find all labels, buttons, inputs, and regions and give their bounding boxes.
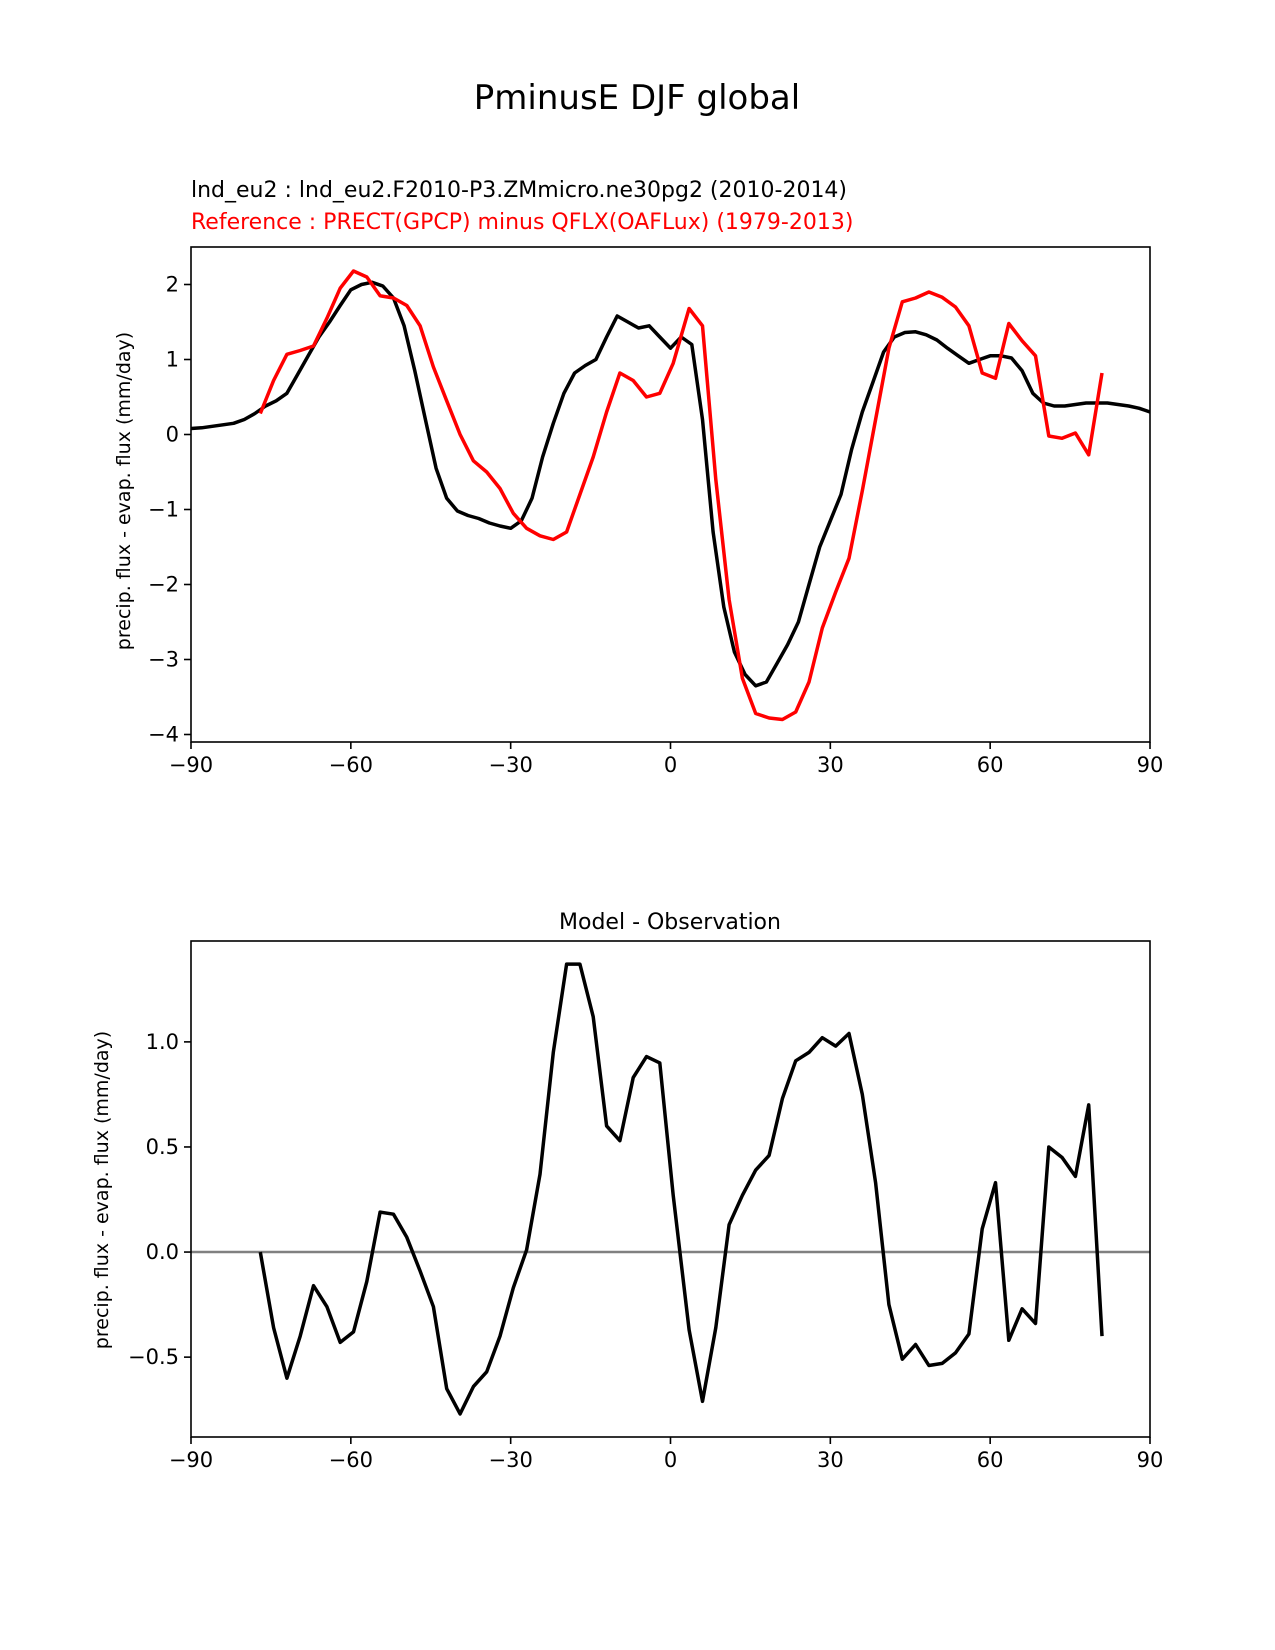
top-series-line-lnd-eu2 — [190, 280, 1151, 688]
bottom-x-tick-label: 90 — [1137, 1448, 1164, 1472]
bottom-panel: Model - Observation precip. flux - evap.… — [91, 910, 1163, 1472]
top-series-line-reference — [258, 269, 1104, 722]
top-y-tick-label: −1 — [148, 498, 179, 522]
top-x-tick-label: −90 — [169, 753, 213, 777]
top-x-tick-label: −30 — [489, 753, 533, 777]
figure-title: PminusE DJF global — [474, 78, 800, 118]
top-x-tick-label: 30 — [817, 753, 844, 777]
top-y-tick-label: 1 — [166, 348, 179, 372]
bottom-panel-frame — [190, 940, 1151, 1438]
top-panel-frame — [190, 246, 1151, 743]
top-x-tick-label: 90 — [1137, 753, 1164, 777]
bottom-x-tick-label: −90 — [169, 1448, 213, 1472]
bottom-y-tick-label: −0.5 — [128, 1345, 179, 1369]
bottom-plot-area: −90 −60 −30 0 30 60 90 −0.5 0.0 0.5 1.0 — [128, 962, 1164, 1472]
top-y-tick-label: 2 — [166, 273, 179, 297]
top-y-tick-label: −2 — [148, 573, 179, 597]
bottom-y-tick-label: 1.0 — [146, 1030, 179, 1054]
top-plot-area: −90 −60 −30 0 30 60 90 −4 −3 −2 −1 0 1 2 — [148, 269, 1164, 777]
bottom-x-tick-label: 60 — [977, 1448, 1004, 1472]
top-y-tick-label: 0 — [166, 423, 179, 447]
bottom-x-tick-label: −30 — [489, 1448, 533, 1472]
top-y-tick-label: −3 — [148, 648, 179, 672]
bottom-x-tick-label: −60 — [329, 1448, 373, 1472]
bottom-series-line-model-observation — [258, 962, 1104, 1416]
top-y-tick-label: −4 — [148, 723, 179, 747]
bottom-x-tick-label: 30 — [817, 1448, 844, 1472]
top-x-tick-label: −60 — [329, 753, 373, 777]
top-panel-test-title: lnd_eu2 : lnd_eu2.F2010-P3.ZMmicro.ne30p… — [191, 178, 847, 203]
top-x-tick-label: 60 — [977, 753, 1004, 777]
top-panel-y-axis-label: precip. flux - evap. flux (mm/day) — [113, 332, 135, 650]
top-panel: lnd_eu2 : lnd_eu2.F2010-P3.ZMmicro.ne30p… — [113, 178, 1163, 777]
top-panel-reference-title: Reference : PRECT(GPCP) minus QFLX(OAFLu… — [191, 210, 853, 235]
bottom-x-tick-label: 0 — [664, 1448, 677, 1472]
bottom-panel-y-axis-label: precip. flux - evap. flux (mm/day) — [91, 1031, 113, 1349]
bottom-panel-title: Model - Observation — [559, 910, 781, 935]
bottom-y-tick-label: 0.0 — [146, 1240, 179, 1264]
bottom-y-tick-label: 0.5 — [146, 1135, 179, 1159]
top-x-tick-label: 0 — [664, 753, 677, 777]
